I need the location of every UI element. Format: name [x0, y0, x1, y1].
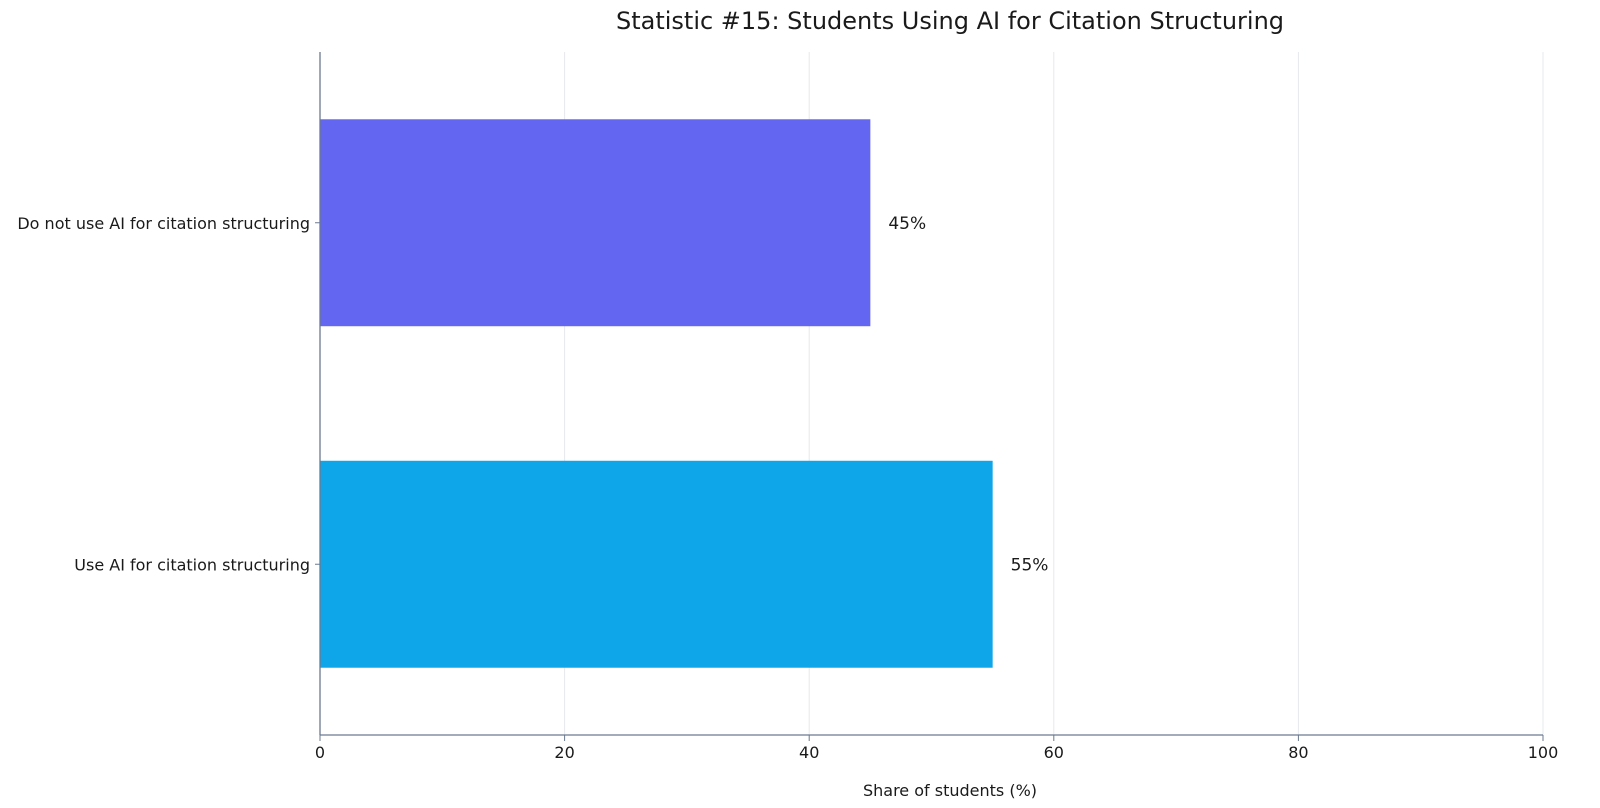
bar	[320, 119, 871, 327]
x-tick-label: 40	[799, 743, 819, 762]
category-label: Use AI for citation structuring	[74, 555, 310, 574]
data-label: 45%	[888, 214, 926, 234]
bars	[320, 119, 993, 668]
x-tick-label: 20	[554, 743, 574, 762]
x-tick-label: 100	[1528, 743, 1559, 762]
x-tick-label: 60	[1044, 743, 1064, 762]
x-axis-title: Share of students (%)	[863, 781, 1037, 800]
data-labels: 45% 55%	[888, 214, 1048, 576]
x-tick-labels: 0 20 40 60 80 100	[315, 743, 1558, 762]
axes	[315, 52, 1544, 741]
x-tick-label: 80	[1288, 743, 1308, 762]
chart-title: Statistic #15: Students Using AI for Cit…	[616, 7, 1284, 35]
bar	[320, 460, 993, 668]
data-label: 55%	[1011, 555, 1049, 575]
x-tick-label: 0	[315, 743, 325, 762]
category-labels: Do not use AI for citation structuring Us…	[17, 214, 310, 575]
category-label: Do not use AI for citation structuring	[17, 214, 310, 233]
